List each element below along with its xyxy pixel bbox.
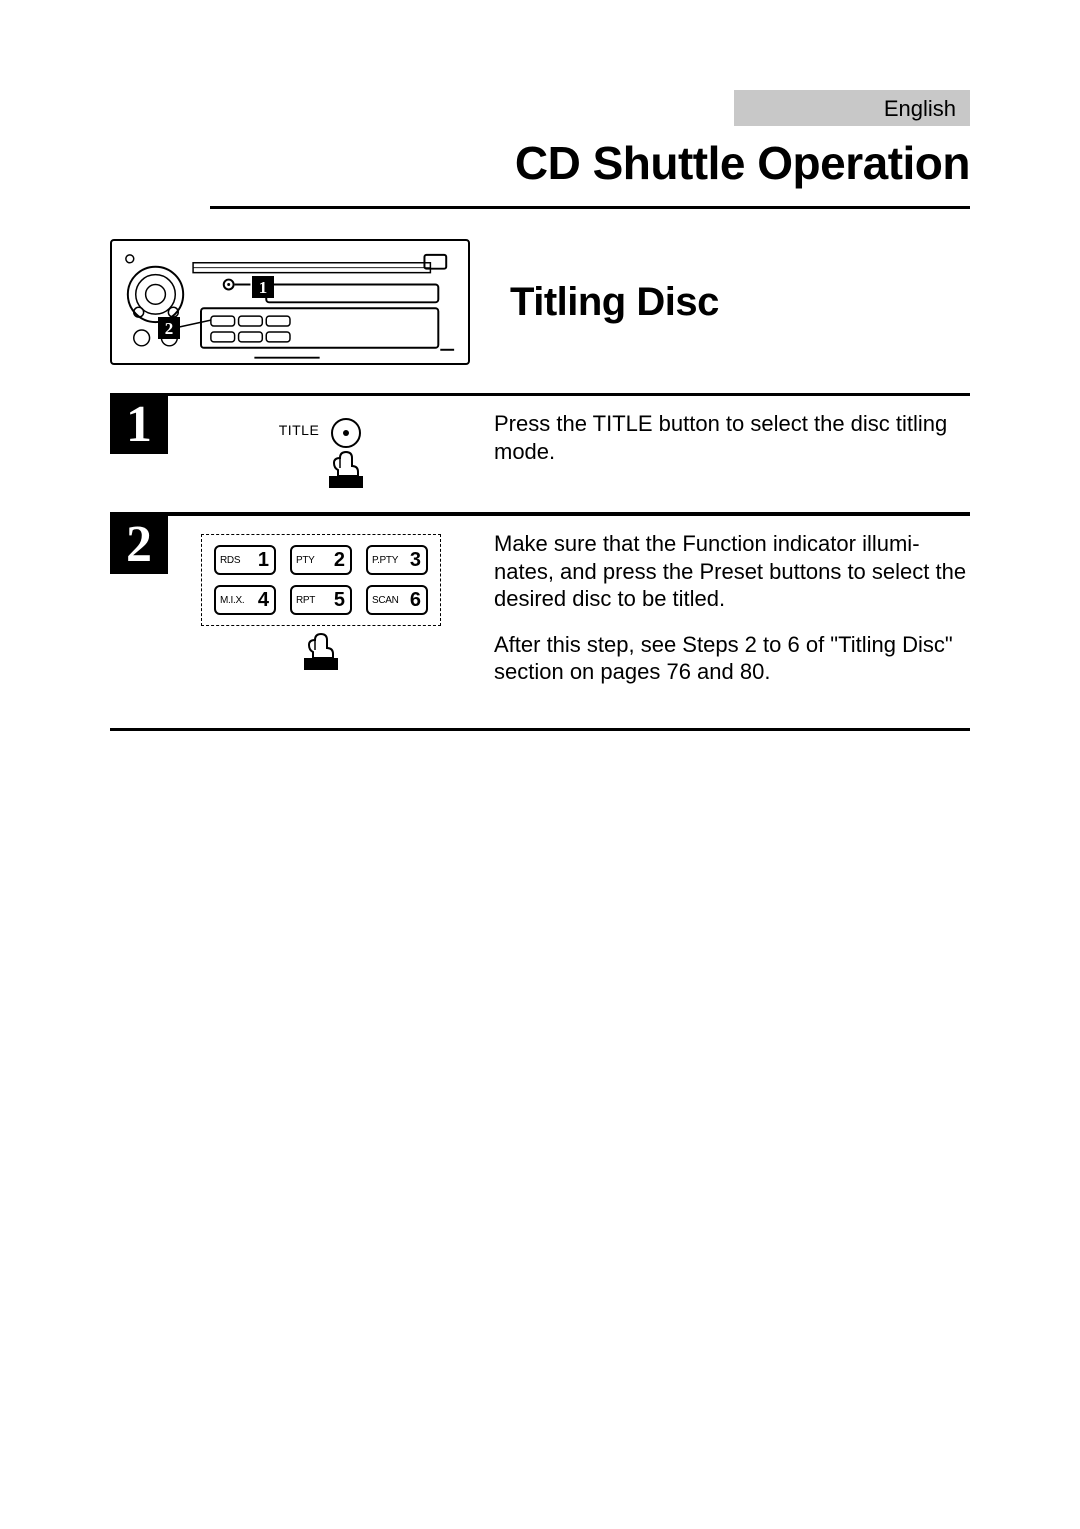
preset-button-3: P.PTY 3 <box>366 545 428 575</box>
step-2-row: 2 RDS 1 PTY 2 P.PTY 3 M.I.X. 4 <box>110 514 970 728</box>
preset-3-label: P.PTY <box>372 555 398 566</box>
preset-button-5: RPT 5 <box>290 585 352 615</box>
press-finger-icon <box>307 632 335 660</box>
step-2-number: 2 <box>110 516 168 574</box>
preset-5-num: 5 <box>334 590 345 610</box>
step-2-text-a: Make sure that the Function indicator il… <box>494 530 970 613</box>
receiver-svg <box>112 241 468 366</box>
callout-2: 2 <box>158 317 180 339</box>
button-base-icon <box>329 476 363 488</box>
receiver-illustration: 1 2 <box>110 239 470 365</box>
page-title: CD Shuttle Operation <box>110 136 970 190</box>
title-rule <box>210 206 970 209</box>
title-button-label: TITLE <box>279 418 320 438</box>
preset-1-label: RDS <box>220 555 240 566</box>
preset-4-num: 4 <box>258 590 269 610</box>
preset-6-num: 6 <box>410 590 421 610</box>
step-1-number: 1 <box>110 396 168 454</box>
preset-button-6: SCAN 6 <box>366 585 428 615</box>
language-label: English <box>734 90 970 126</box>
preset-5-label: RPT <box>296 595 315 606</box>
preset-button-2: PTY 2 <box>290 545 352 575</box>
callout-1: 1 <box>252 276 274 298</box>
press-finger-icon <box>332 450 360 478</box>
preset-4-label: M.I.X. <box>220 595 244 606</box>
step-2-text-b: After this step, see Steps 2 to 6 of "Ti… <box>494 631 970 686</box>
section-rule-bottom <box>110 728 970 731</box>
preset-button-1: RDS 1 <box>214 545 276 575</box>
preset-2-label: PTY <box>296 555 315 566</box>
section-title: Titling Disc <box>510 280 719 325</box>
preset-6-label: SCAN <box>372 595 399 606</box>
step-1-text: Press the TITLE button to select the dis… <box>494 410 970 465</box>
step-1-row: 1 TITLE Press the TITLE button to select… <box>110 396 970 514</box>
preset-button-4: M.I.X. 4 <box>214 585 276 615</box>
button-base-icon <box>304 658 338 670</box>
preset-1-num: 1 <box>258 550 269 570</box>
preset-2-num: 2 <box>334 550 345 570</box>
title-button-icon <box>331 418 361 448</box>
preset-panel: RDS 1 PTY 2 P.PTY 3 M.I.X. 4 RPT 5 <box>201 534 441 626</box>
preset-3-num: 3 <box>410 550 421 570</box>
